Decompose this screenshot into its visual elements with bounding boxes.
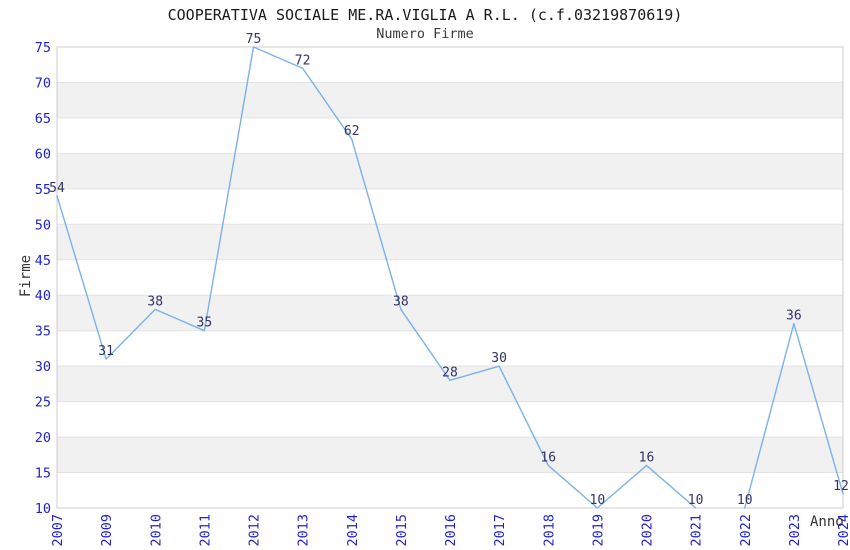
series-line (744, 322, 844, 509)
x-tick-label: 2021 (689, 514, 705, 547)
grid-band (57, 295, 843, 331)
chart-title: COOPERATIVA SOCIALE ME.RA.VIGLIA A R.L. … (167, 6, 683, 24)
x-tick-label: 2024 (836, 514, 850, 547)
data-label: 16 (639, 450, 655, 465)
y-tick-label: 35 (35, 324, 51, 340)
data-label: 10 (590, 493, 606, 508)
data-label: 10 (688, 493, 704, 508)
grid-band (57, 153, 843, 189)
data-label: 28 (442, 365, 458, 380)
data-label: 12 (833, 479, 849, 494)
x-tick-label: 2015 (394, 514, 410, 547)
x-tick-label: 2012 (247, 514, 263, 547)
data-label: 35 (197, 316, 213, 331)
data-label: 38 (147, 294, 163, 309)
x-tick-label: 2011 (197, 514, 213, 547)
y-tick-label: 25 (35, 395, 51, 411)
y-tick-label: 60 (35, 146, 51, 162)
data-label: 75 (246, 32, 262, 47)
x-tick-label: 2017 (492, 514, 508, 547)
x-tick-label: 2014 (345, 514, 361, 547)
data-label: 31 (98, 344, 114, 359)
y-tick-label: 50 (35, 217, 51, 233)
plot-border (56, 46, 844, 509)
x-tick-label: 2020 (640, 514, 656, 547)
data-label: 36 (786, 309, 802, 324)
x-tick-label: 2007 (50, 514, 66, 547)
x-tick-label: 2018 (541, 514, 557, 547)
data-label: 54 (49, 181, 65, 196)
data-label: 16 (540, 450, 556, 465)
y-axis-title: Firme (18, 254, 34, 298)
data-label: 72 (295, 53, 311, 68)
y-tick-label: 30 (35, 359, 51, 375)
x-tick-label: 2019 (590, 514, 606, 547)
x-tick-label: 2022 (738, 514, 754, 547)
y-tick-label: 65 (35, 111, 51, 127)
grid-band (57, 437, 843, 473)
grid-band (57, 82, 843, 118)
grid-band (57, 366, 843, 402)
y-tick-label: 70 (35, 75, 51, 91)
data-label: 38 (393, 294, 409, 309)
y-tick-label: 75 (35, 40, 51, 56)
y-tick-label: 10 (35, 501, 51, 517)
y-tick-label: 55 (35, 182, 51, 198)
x-tick-label: 2009 (99, 514, 115, 547)
x-tick-label: 2016 (443, 514, 459, 547)
y-tick-label: 45 (35, 253, 51, 269)
grid-band (57, 224, 843, 260)
data-label: 62 (344, 124, 360, 139)
y-tick-label: 40 (35, 288, 51, 304)
x-tick-label: 2023 (787, 514, 803, 547)
chart-subtitle: Numero Firme (376, 26, 474, 42)
x-tick-label: 2013 (296, 514, 312, 547)
series-line (56, 46, 697, 509)
y-tick-label: 20 (35, 430, 51, 446)
y-tick-label: 15 (35, 466, 51, 482)
x-tick-label: 2010 (148, 514, 164, 547)
x-axis-title: Anno (810, 514, 844, 530)
data-label: 30 (491, 351, 507, 366)
data-label: 10 (737, 493, 753, 508)
